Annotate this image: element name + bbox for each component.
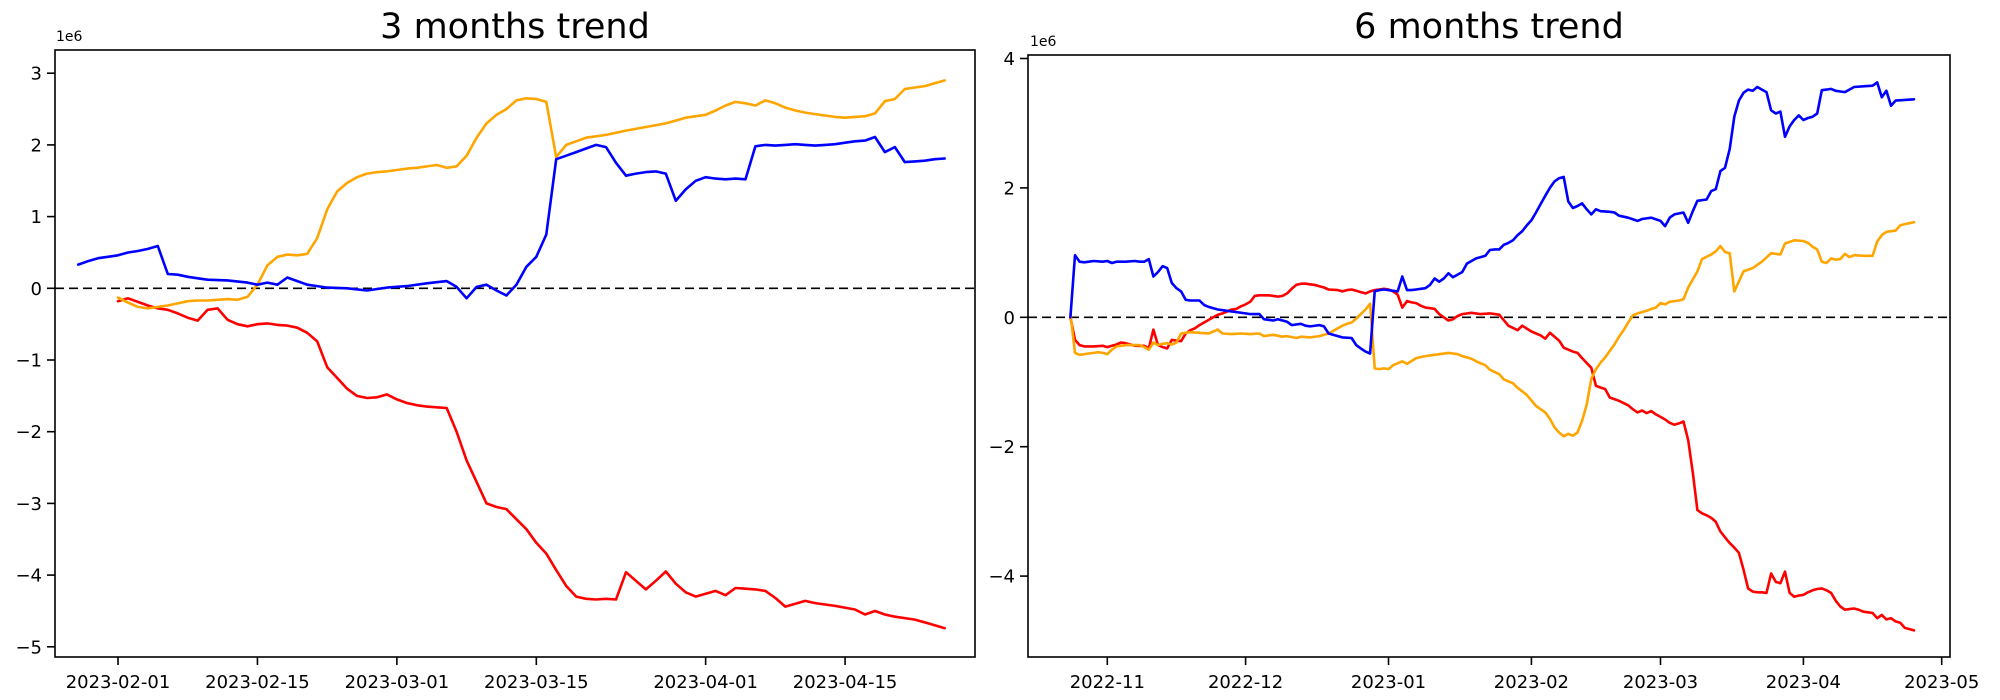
x-tick-label: 2023-01 xyxy=(1351,672,1426,693)
y-tick-label: 0 xyxy=(1004,308,1015,329)
x-tick-label: 2023-02-15 xyxy=(205,672,310,693)
y-tick-label: −1 xyxy=(15,351,42,372)
x-tick-label: 2022-11 xyxy=(1070,672,1145,693)
plot-border xyxy=(54,49,976,658)
axes-6-months-trend: 2022-11 2022-12 2023-01 2023-02 2023-03 2023-… xyxy=(988,49,1979,693)
axes-3-months-trend: 2023-02-01 2023-02-15 2023-03-01 2023-03-15… xyxy=(15,49,976,693)
x-tick-label: 2023-04-01 xyxy=(653,672,758,693)
series-orange-line xyxy=(1069,220,1916,438)
x-tick-label: 2023-04-15 xyxy=(793,672,898,693)
chart-title-3-months: 3 months trend xyxy=(380,7,650,47)
x-tick-label: 2023-03-15 xyxy=(484,672,589,693)
y-tick-label: 2 xyxy=(1004,178,1015,199)
y-tick-label: 3 xyxy=(31,64,42,85)
y-tick-label: −4 xyxy=(15,566,42,587)
y-axis-offset-label-left: 1e6 xyxy=(56,29,83,45)
y-tick-label: −5 xyxy=(15,637,42,658)
x-tick-label: 2023-02-01 xyxy=(66,672,171,693)
x-tick-label: 2022-12 xyxy=(1208,672,1283,693)
y-axis-offset-label-right: 1e6 xyxy=(1030,34,1057,50)
x-tick-label: 2023-03-01 xyxy=(345,672,450,693)
series-orange-line xyxy=(116,79,947,310)
y-tick-label: −4 xyxy=(988,567,1015,588)
y-tick-label: −2 xyxy=(988,437,1015,458)
y-tick-label: 1 xyxy=(31,207,42,228)
x-tick-label: 2023-05 xyxy=(1904,672,1979,693)
y-tick-label: 4 xyxy=(1004,49,1015,70)
series-blue-line xyxy=(1069,81,1916,355)
y-tick-label: 0 xyxy=(31,279,42,300)
series-red-line xyxy=(1069,282,1916,632)
y-tick-label: −3 xyxy=(15,494,42,515)
chart-title-6-months: 6 months trend xyxy=(1354,7,1624,47)
y-tick-label: −2 xyxy=(15,422,42,443)
y-tick-label: 2 xyxy=(31,135,42,156)
series-blue-line xyxy=(76,135,947,300)
x-tick-label: 2023-02 xyxy=(1494,672,1569,693)
plot-border xyxy=(1027,54,1951,658)
series-red-line xyxy=(116,296,947,630)
x-tick-label: 2023-03 xyxy=(1623,672,1698,693)
x-tick-label: 2023-04 xyxy=(1766,672,1841,693)
